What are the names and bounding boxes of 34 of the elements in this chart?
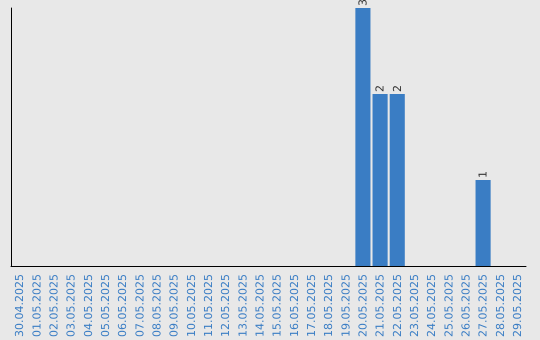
x-tick-label: 10.05.2025: [184, 274, 198, 338]
data-label: 3: [356, 0, 370, 6]
x-tick-label: 24.05.2025: [425, 274, 438, 338]
x-tick-label: 12.05.2025: [219, 274, 232, 338]
x-tick-label: 30.04.2025: [13, 274, 26, 338]
x-tick-label: 26.05.2025: [459, 274, 472, 338]
x-tick-label: 17.05.2025: [304, 274, 318, 338]
x-tick-label: 04.05.2025: [82, 274, 95, 338]
x-tick-label: 05.05.2025: [98, 274, 112, 338]
x-tick-label: 23.05.2025: [408, 274, 421, 338]
x-tick-label: 14.05.2025: [253, 274, 266, 338]
x-tick-label: 25.05.2025: [442, 274, 456, 338]
x-tick-label: 01.05.2025: [30, 274, 44, 338]
x-tick-label: 20.05.2025: [356, 274, 370, 338]
data-label: 2: [390, 85, 404, 92]
x-tick-label: 13.05.2025: [236, 274, 250, 338]
x-tick-label: 16.05.2025: [288, 274, 301, 338]
x-tick-label: 29.05.2025: [510, 274, 524, 338]
x-tick-label: 18.05.2025: [322, 274, 336, 338]
x-tick-label: 21.05.2025: [374, 274, 387, 338]
x-tick-label: 27.05.2025: [476, 274, 490, 338]
x-tick-label: 08.05.2025: [150, 274, 164, 338]
x-tick-label: 28.05.2025: [494, 274, 507, 338]
x-tick-label: 07.05.2025: [133, 274, 146, 338]
data-label: 2: [374, 85, 387, 92]
data-label: 1: [476, 171, 490, 178]
x-tick-label: 03.05.2025: [64, 274, 78, 338]
x-tick-label: 11.05.2025: [202, 274, 215, 338]
x-tick-label: 19.05.2025: [339, 274, 352, 338]
x-tick-label: 06.05.2025: [116, 274, 130, 338]
x-tick-label: 15.05.2025: [270, 274, 284, 338]
x-tick-label: 22.05.2025: [390, 274, 404, 338]
x-tick-label: 09.05.2025: [168, 274, 181, 338]
x-tick-label: 02.05.2025: [47, 274, 60, 338]
